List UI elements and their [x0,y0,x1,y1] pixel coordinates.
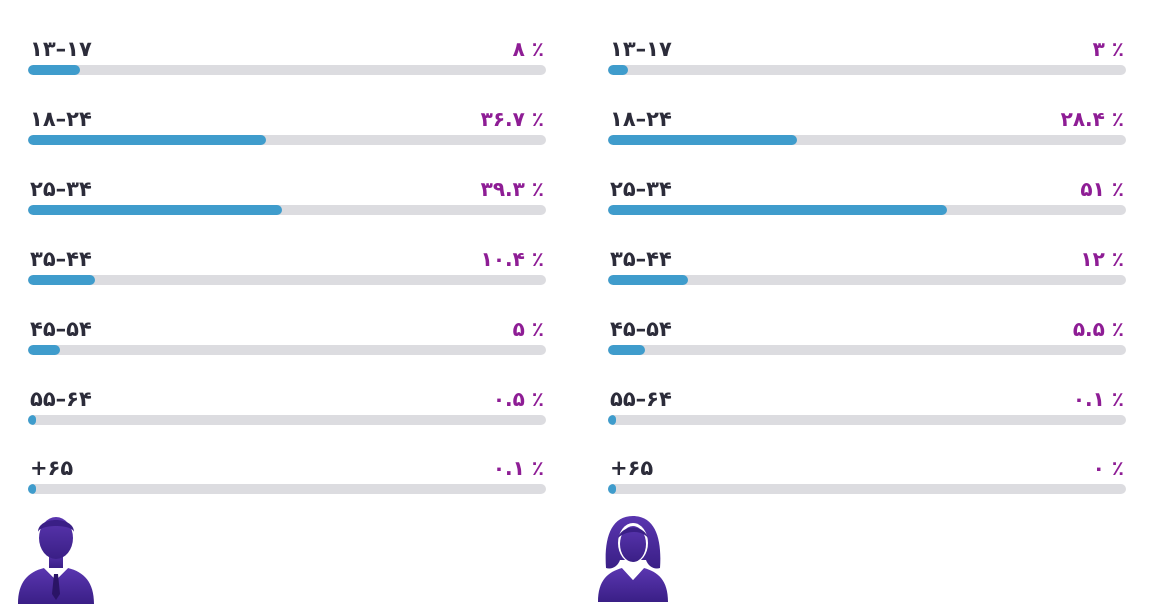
bar-track [608,205,1126,215]
value-label: ۸ ٪ [512,37,544,61]
bar [28,135,266,145]
category-label: +۶۵ [30,456,74,480]
value-label: ۵۱ ٪ [1080,177,1124,201]
women-age-chart: ۱۳–۱۷ ۳ ٪ ۱۸–۲۴ ۲۸.۴ ٪ ۲۵–۳۴ ۵۱ ٪ ۳۵–۴۴ ۱۲ ٪ ۴۵–… [608,0,1128,615]
bar-row: ۳۵–۴۴ ۱۲ ٪ [608,246,1126,306]
category-label: ۲۵–۳۴ [30,177,92,201]
bar [608,345,645,355]
bar-row: ۲۵–۳۴ ۵۱ ٪ [608,176,1126,236]
bar [608,484,616,494]
category-label: ۱۳–۱۷ [610,37,672,61]
bar-track [28,205,546,215]
category-label: +۶۵ [610,456,654,480]
bar-track [28,345,546,355]
bar-track [608,65,1126,75]
bar-row: ۱۸–۲۴ ۲۸.۴ ٪ [608,106,1126,166]
category-label: ۳۵–۴۴ [610,247,672,271]
value-label: ۳۶.۷ ٪ [480,107,544,131]
category-label: ۵۵–۶۴ [30,387,92,411]
bar-track [608,275,1126,285]
bar-row: ۱۳–۱۷ ۸ ٪ [28,36,546,96]
bar-track [608,345,1126,355]
category-label: ۱۸–۲۴ [30,107,92,131]
value-label: ۰.۱ ٪ [1072,387,1124,411]
bar-row: ۵۵–۶۴ ۰.۱ ٪ [608,386,1126,446]
bar [608,135,797,145]
bar-row: ۴۵–۵۴ ۵.۵ ٪ [608,316,1126,376]
bar-row: ۱۳–۱۷ ۳ ٪ [608,36,1126,96]
woman-avatar-icon [598,516,668,602]
value-label: ۵.۵ ٪ [1072,317,1124,341]
category-label: ۱۳–۱۷ [30,37,92,61]
bar-row: +۶۵ ۰ ٪ [608,455,1126,515]
value-label: ۰ ٪ [1092,456,1124,480]
bar-track [28,135,546,145]
bar [608,65,628,75]
value-label: ۰.۱ ٪ [492,456,544,480]
men-age-chart: ۱۳–۱۷ ۸ ٪ ۱۸–۲۴ ۳۶.۷ ٪ ۲۵–۳۴ ۳۹.۳ ٪ ۳۵–۴۴ ۱۰.۴ … [28,0,548,615]
bar-track [608,135,1126,145]
value-label: ۱۲ ٪ [1080,247,1124,271]
category-label: ۴۵–۵۴ [610,317,672,341]
bar [28,415,36,425]
value-label: ۳۹.۳ ٪ [480,177,544,201]
bar-track [28,65,546,75]
bar-row: ۴۵–۵۴ ۵ ٪ [28,316,546,376]
man-avatar-icon [18,517,94,604]
value-label: ۱۰.۴ ٪ [480,247,544,271]
value-label: ۳ ٪ [1092,37,1124,61]
value-label: ۵ ٪ [512,317,544,341]
bar [608,275,688,285]
bar [28,484,36,494]
bar [28,65,80,75]
value-label: ۲۸.۴ ٪ [1060,107,1124,131]
bar-track [608,484,1126,494]
bar [608,415,616,425]
category-label: ۳۵–۴۴ [30,247,92,271]
bar-row: ۵۵–۶۴ ۰.۵ ٪ [28,386,546,446]
bar [28,345,61,355]
bar [28,275,96,285]
bar-row: ۲۵–۳۴ ۳۹.۳ ٪ [28,176,546,236]
bar-row: ۳۵–۴۴ ۱۰.۴ ٪ [28,246,546,306]
bar-track [608,415,1126,425]
bar-track [28,275,546,285]
bar-row: ۱۸–۲۴ ۳۶.۷ ٪ [28,106,546,166]
bar [608,205,947,215]
category-label: ۲۵–۳۴ [610,177,672,201]
bar-track [28,415,546,425]
category-label: ۱۸–۲۴ [610,107,672,131]
bar [28,205,283,215]
value-label: ۰.۵ ٪ [492,387,544,411]
bar-row: +۶۵ ۰.۱ ٪ [28,455,546,515]
bar-track [28,484,546,494]
category-label: ۴۵–۵۴ [30,317,92,341]
category-label: ۵۵–۶۴ [610,387,672,411]
